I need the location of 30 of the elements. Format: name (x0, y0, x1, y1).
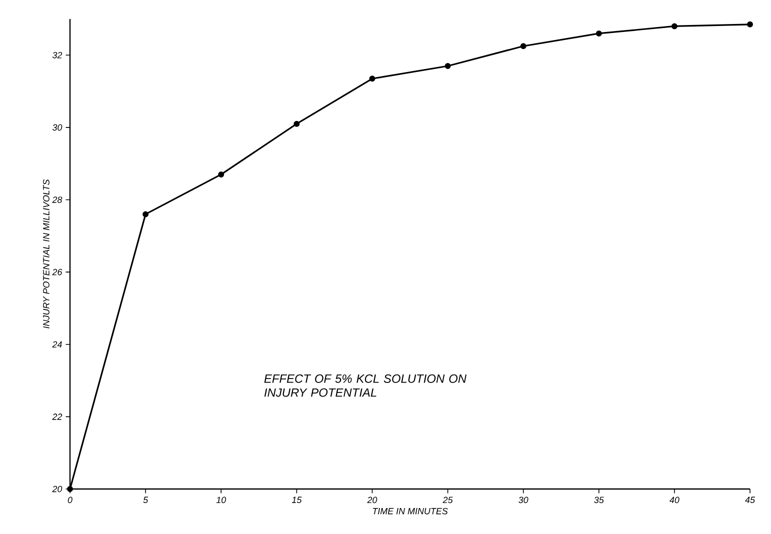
x-tick-label: 20 (367, 496, 378, 504)
annotation: EFFECT OF 5% KCL SOLUTION ON INJURY POTENTIAL (264, 374, 467, 397)
point (294, 120, 300, 127)
x-tick-label: 0 (68, 496, 72, 504)
point (67, 486, 73, 492)
x-tick-label: 5 (143, 496, 148, 504)
y-tick-label: 32 (52, 52, 62, 58)
y-tick-label: 30 (52, 124, 62, 131)
y-axis-title: INJURY POTENTIAL IN MILLIVOLTS (43, 179, 50, 328)
x-tick-label: 40 (670, 496, 680, 504)
point (142, 211, 149, 218)
x-axis-title: TIME IN MINUTES (372, 508, 448, 514)
point (747, 21, 753, 28)
point (671, 23, 678, 30)
y-tick-label: 26 (52, 268, 62, 276)
x-tick-label: 45 (745, 496, 756, 504)
y-tick-label: 20 (52, 486, 62, 492)
point (596, 30, 602, 36)
x-tick-label: 15 (292, 496, 302, 504)
x-tick-label: 25 (442, 496, 453, 504)
y-tick-label: 24 (52, 341, 62, 348)
x-tick-label: 30 (518, 496, 528, 504)
y-tick-label: 28 (52, 196, 62, 203)
x-tick-label: 35 (594, 496, 604, 504)
y-tick-label: 22 (52, 414, 62, 420)
point (520, 43, 526, 50)
x-tick-label: 10 (216, 496, 226, 504)
point (369, 76, 376, 82)
point (444, 63, 451, 69)
point (218, 171, 224, 178)
